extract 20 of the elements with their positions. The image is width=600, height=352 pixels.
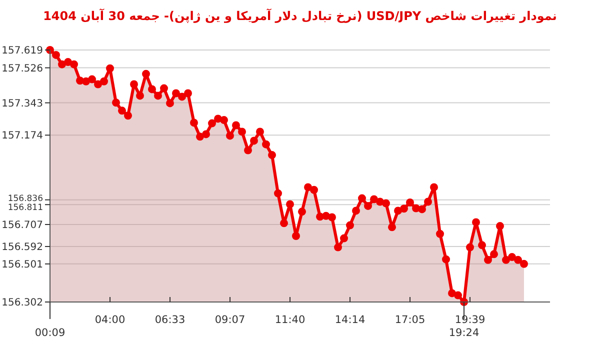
y-tick-label: 157.619	[2, 46, 43, 57]
x-tick-label: 04:00	[94, 314, 126, 326]
x-tick-label: 09:07	[214, 314, 246, 326]
y-tick-label: 157.174	[2, 130, 43, 142]
x-tick-label: 14:14	[334, 314, 366, 326]
y-tick-label: 156.836	[8, 194, 43, 204]
x-tick-label: 17:05	[394, 314, 426, 326]
chart-title: نمودار تغییرات شاخص USD/JPY (نرخ تبادل دلار آمریکا و ین ژاپن)- جمعه 30 آبان 1404	[43, 8, 557, 23]
y-tick-label: 156.592	[2, 242, 43, 254]
y-tick-label: 156.302	[2, 298, 43, 309]
y-tick-label: 157.526	[2, 63, 43, 74]
x-tick-label: 11:40	[274, 314, 306, 326]
y-tick-label: 156.707	[2, 220, 43, 232]
x-tick-label: 06:33	[154, 314, 186, 326]
y-tick-label: 157.343	[2, 98, 43, 110]
y-tick-label: 156.501	[2, 260, 43, 271]
x-tick-label: 19:39	[454, 314, 486, 326]
x-tick-label: 19:24	[448, 327, 480, 339]
y-tick-label: 156.811	[8, 202, 43, 213]
x-tick-label: 00:09	[34, 327, 66, 339]
